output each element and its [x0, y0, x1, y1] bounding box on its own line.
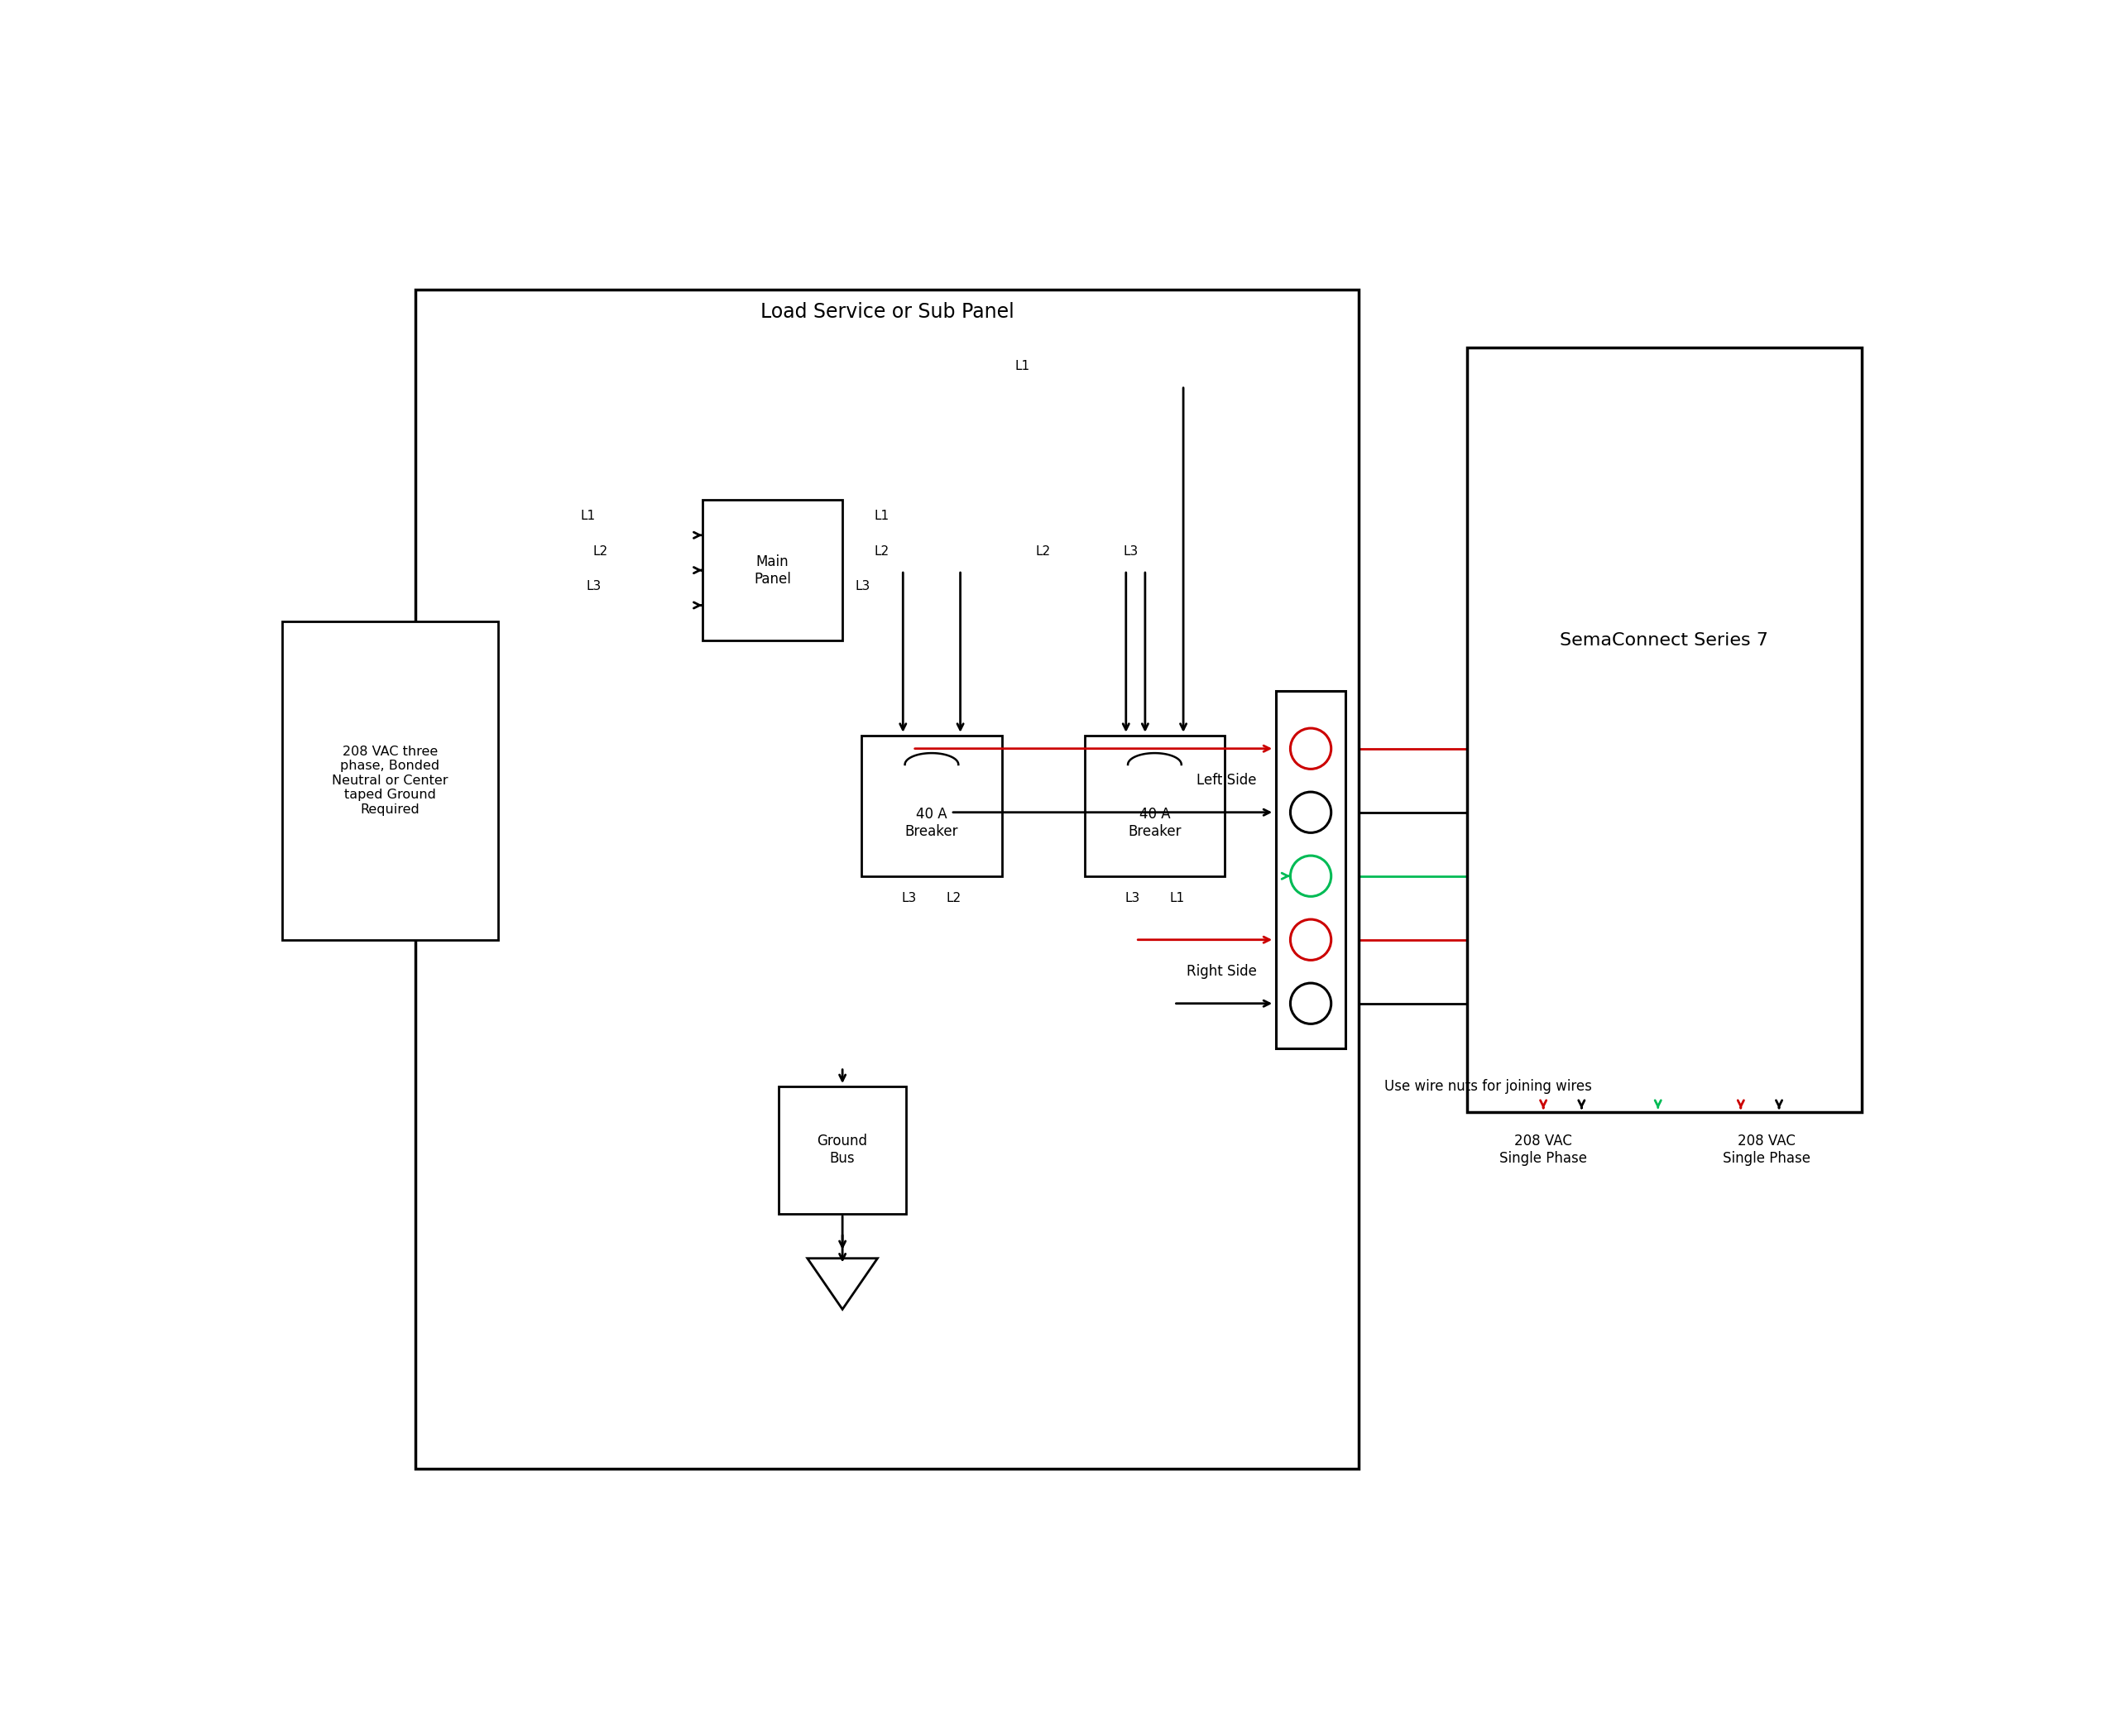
- Circle shape: [1291, 792, 1331, 833]
- Text: Left Side: Left Side: [1196, 773, 1258, 788]
- Text: 208 VAC three
phase, Bonded
Neutral or Center
taped Ground
Required: 208 VAC three phase, Bonded Neutral or C…: [331, 745, 447, 816]
- Text: L2: L2: [1036, 545, 1051, 557]
- Text: L1: L1: [1169, 892, 1184, 904]
- Text: L3: L3: [1125, 892, 1139, 904]
- Bar: [861, 736, 1002, 877]
- Text: 208 VAC
Single Phase: 208 VAC Single Phase: [1500, 1134, 1587, 1167]
- Text: L1: L1: [874, 510, 888, 523]
- Text: 208 VAC
Single Phase: 208 VAC Single Phase: [1722, 1134, 1810, 1167]
- Bar: [1277, 691, 1346, 1049]
- Bar: [283, 621, 498, 939]
- Text: L2: L2: [947, 892, 962, 904]
- Bar: [1085, 736, 1224, 877]
- Bar: [1466, 347, 1861, 1111]
- Circle shape: [1291, 856, 1331, 896]
- Text: Ground
Bus: Ground Bus: [817, 1134, 867, 1167]
- Text: Right Side: Right Side: [1186, 963, 1258, 979]
- Text: L3: L3: [587, 580, 601, 592]
- Circle shape: [1291, 920, 1331, 960]
- Text: L3: L3: [855, 580, 869, 592]
- Text: L2: L2: [874, 545, 888, 557]
- Circle shape: [1291, 727, 1331, 769]
- Text: L3: L3: [901, 892, 918, 904]
- Text: L1: L1: [1015, 361, 1030, 373]
- Text: Use wire nuts for joining wires: Use wire nuts for joining wires: [1384, 1078, 1591, 1094]
- Text: L2: L2: [593, 545, 608, 557]
- Text: Main
Panel: Main Panel: [753, 554, 791, 587]
- Text: L1: L1: [580, 510, 595, 523]
- Bar: [416, 290, 1359, 1469]
- Bar: [703, 500, 842, 641]
- Circle shape: [1291, 983, 1331, 1024]
- Text: Load Service or Sub Panel: Load Service or Sub Panel: [760, 302, 1015, 323]
- Text: 40 A
Breaker: 40 A Breaker: [905, 807, 958, 838]
- Bar: [779, 1087, 905, 1213]
- Text: SemaConnect Series 7: SemaConnect Series 7: [1559, 632, 1768, 649]
- Text: L3: L3: [1125, 545, 1139, 557]
- Text: 40 A
Breaker: 40 A Breaker: [1129, 807, 1182, 838]
